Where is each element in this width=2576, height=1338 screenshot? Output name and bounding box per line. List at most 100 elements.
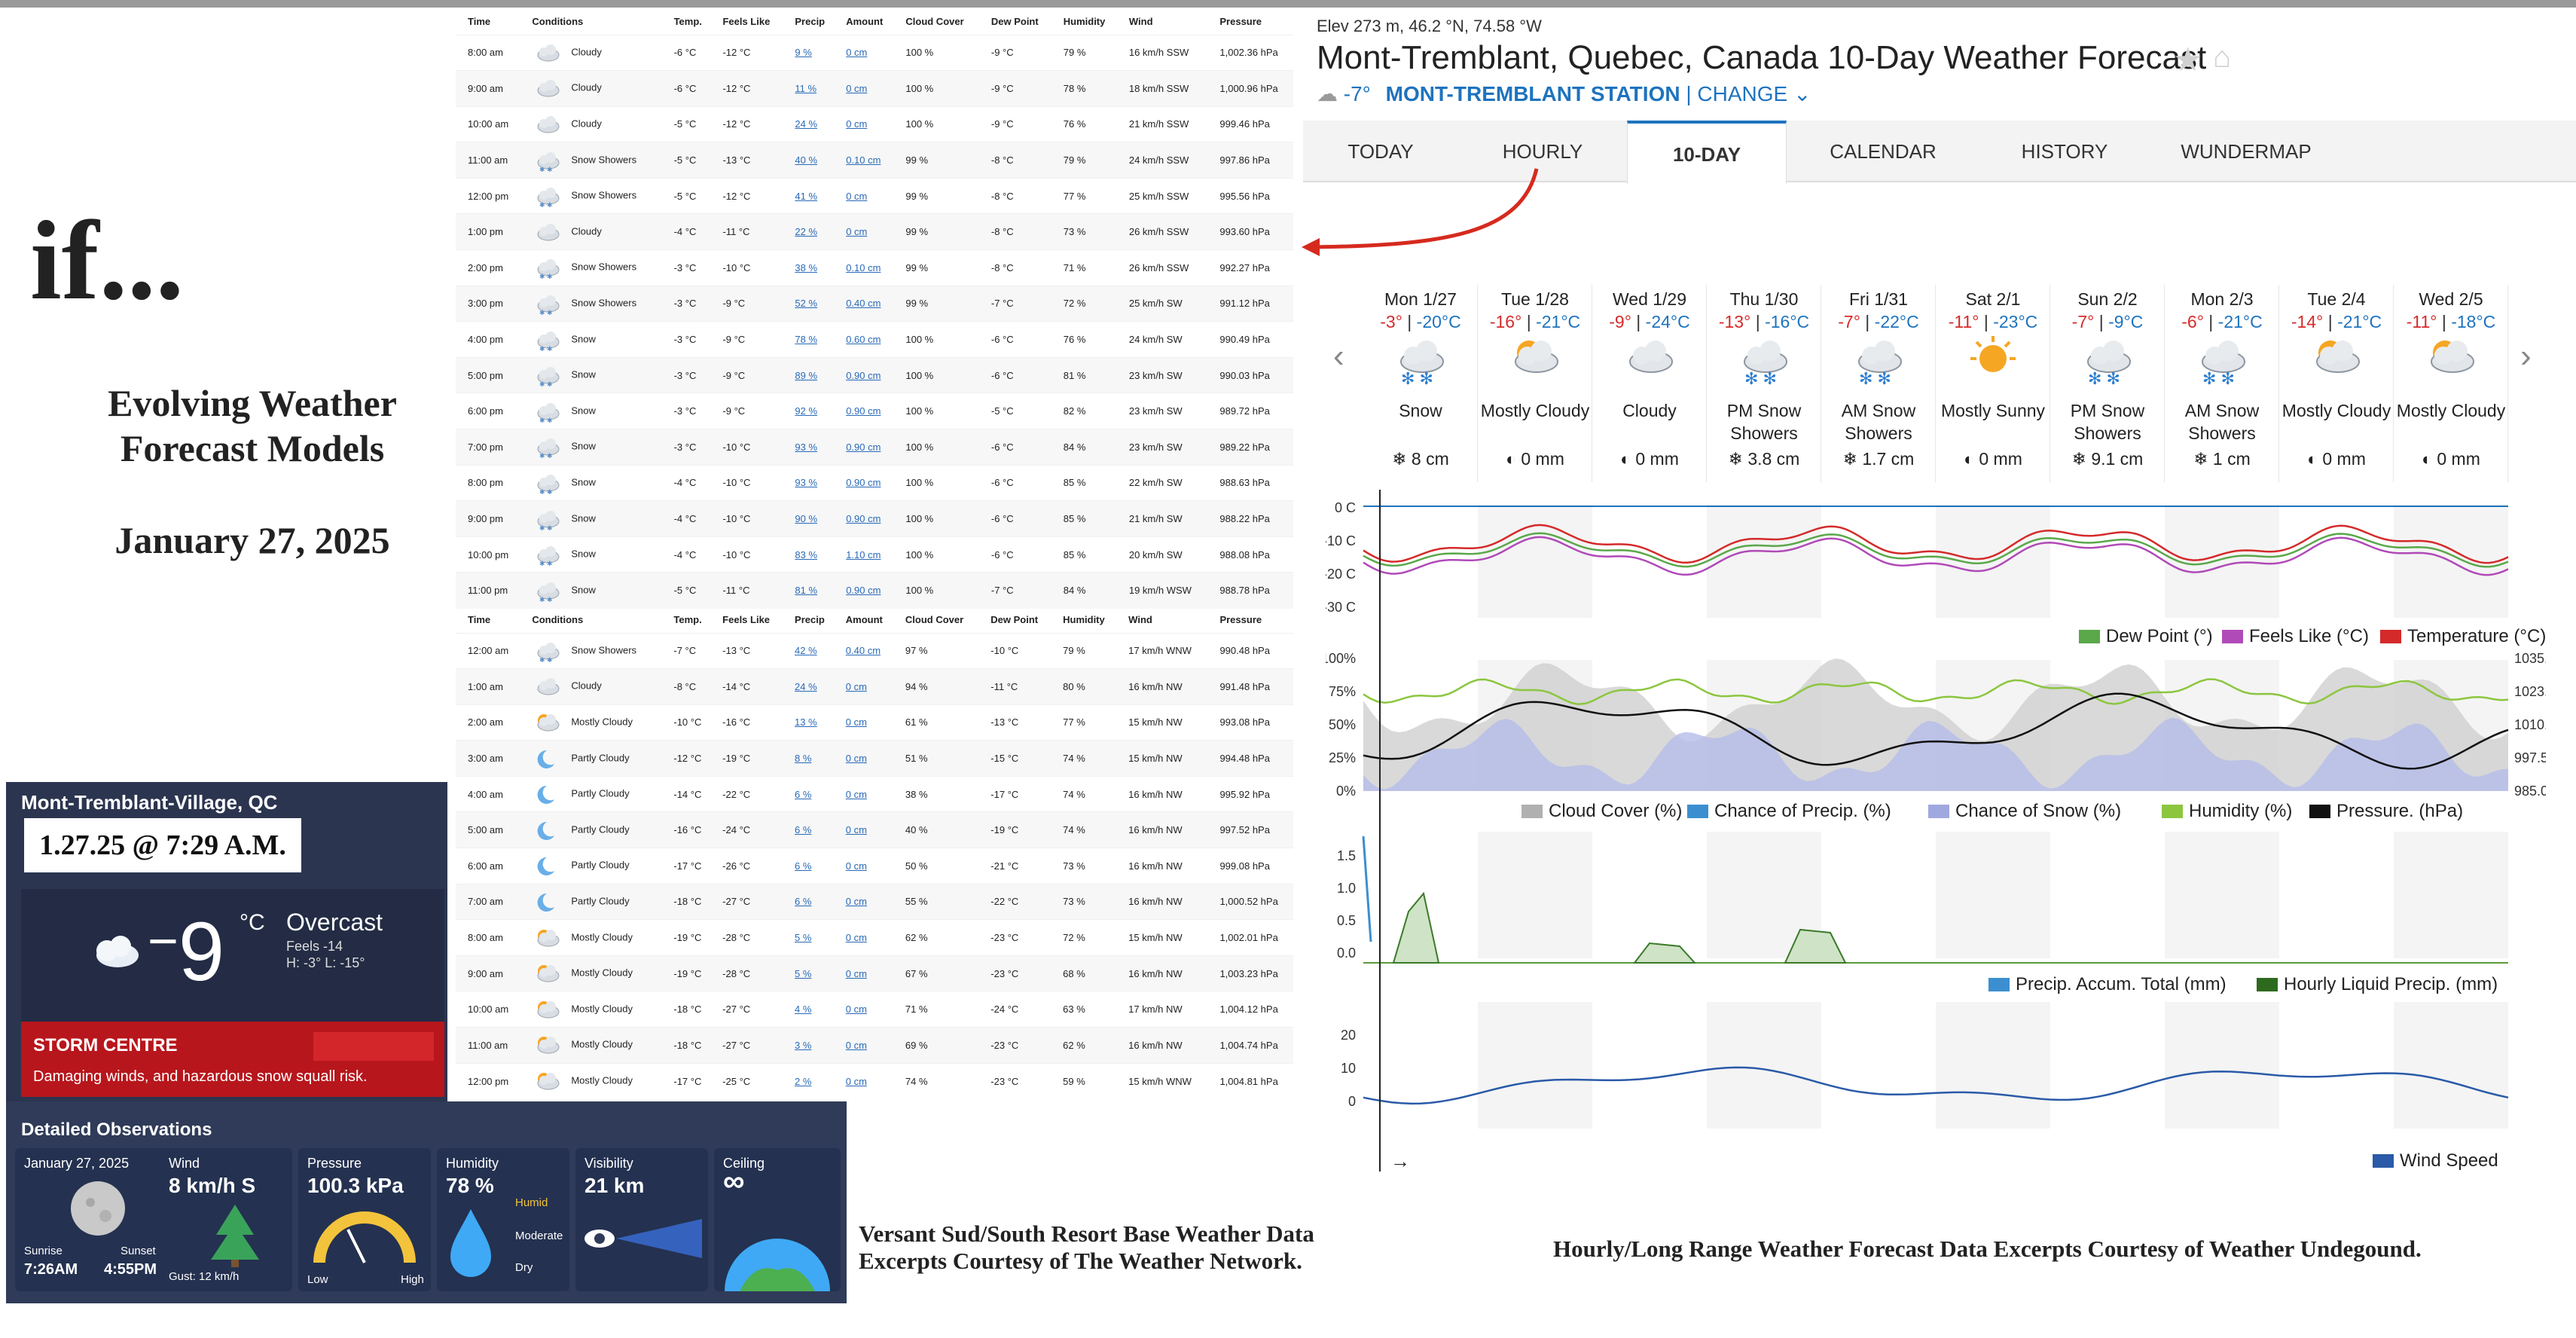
- table-cell: 40 %: [893, 811, 979, 848]
- table-cell[interactable]: 6 %: [783, 848, 834, 884]
- table-cell[interactable]: 0 cm: [833, 811, 893, 848]
- storm-centre-banner[interactable]: STORM CENTRE Damaging winds, and hazardo…: [21, 1022, 444, 1097]
- table-cell[interactable]: 89 %: [783, 356, 835, 393]
- table-cell[interactable]: 0.90 cm: [834, 429, 894, 466]
- table-cell[interactable]: 6 %: [783, 811, 834, 848]
- snow-icon: ✻ ✻: [1744, 341, 1787, 386]
- table-cell[interactable]: 92 %: [783, 393, 835, 429]
- table-cell[interactable]: 0.90 cm: [834, 393, 894, 429]
- station-name[interactable]: MONT-TREMBLANT STATION: [1385, 82, 1680, 105]
- table-cell[interactable]: 1.10 cm: [834, 536, 894, 573]
- table-cell[interactable]: 6 %: [783, 775, 834, 812]
- table-cell[interactable]: 0 cm: [833, 668, 893, 705]
- top-border: [0, 0, 2576, 8]
- table-cell[interactable]: 4 %: [783, 991, 834, 1028]
- snow-icon: ✻ ✻: [1858, 341, 1902, 386]
- forecast-day[interactable]: Tue 1/28 -16° | -21°C Mostly Cloudy ◐ 0 mm: [1478, 285, 1592, 482]
- tab-hourly[interactable]: HOURLY: [1502, 140, 1583, 163]
- table-cell[interactable]: 0.40 cm: [833, 632, 893, 669]
- table-cell[interactable]: 0 cm: [833, 704, 893, 741]
- table-cell[interactable]: 41 %: [783, 177, 835, 214]
- table-cell[interactable]: 52 %: [783, 285, 835, 322]
- tab-wundermap[interactable]: WUNDERMAP: [2181, 140, 2312, 163]
- table-row: 4:00 pm ✱ ✱ Snow -3 °C -9 °C 78 % 0.60 cm 100 %…: [456, 321, 1293, 358]
- home-icon[interactable]: ⌂: [2213, 41, 2232, 74]
- forecast-day[interactable]: Thu 1/30 -13° | -16°C ✻ ✻ PM Snow Showers ❄ …: [1707, 285, 1821, 482]
- table-cell[interactable]: 0 cm: [833, 919, 893, 956]
- forecast-day[interactable]: Tue 2/4 -14° | -21°C Mostly Cloudy ◐ 0 mm: [2279, 285, 2394, 482]
- table-cell: -28 °C: [710, 919, 783, 956]
- table-cell[interactable]: 0.10 cm: [834, 142, 894, 179]
- table-cell[interactable]: 0 cm: [833, 775, 893, 812]
- forecast-day[interactable]: Mon 1/27 -3° | -20°C ✻ ✻ Snow ❄ 8 cm: [1363, 285, 1478, 482]
- table-cell[interactable]: 2 %: [783, 1062, 834, 1099]
- tab-today[interactable]: TODAY: [1348, 140, 1414, 163]
- table-cell[interactable]: 0 cm: [833, 1027, 893, 1064]
- table-cell[interactable]: 0 cm: [834, 177, 894, 214]
- slide-title: if...: [30, 198, 185, 323]
- twn-location: Mont-Tremblant-Village, QC: [21, 791, 278, 814]
- table-cell[interactable]: 42 %: [783, 632, 834, 669]
- table-cell[interactable]: 13 %: [783, 704, 834, 741]
- table-cell: ✱ ✱ Snow: [520, 429, 662, 466]
- table-cell[interactable]: 78 %: [783, 321, 835, 358]
- table-cell[interactable]: 0.90 cm: [834, 500, 894, 537]
- chevron-right-icon[interactable]: ›: [2520, 338, 2532, 374]
- table-cell[interactable]: 0 cm: [834, 34, 894, 71]
- table-cell: 9:00 am: [456, 955, 520, 991]
- table-cell[interactable]: 83 %: [783, 536, 835, 573]
- chevron-left-icon[interactable]: ‹: [1333, 338, 1344, 374]
- table-cell[interactable]: 40 %: [783, 142, 835, 179]
- table-cell[interactable]: 5 %: [783, 955, 834, 991]
- tab-history[interactable]: HISTORY: [2021, 140, 2108, 163]
- forecast-day[interactable]: Sat 2/1 -11° | -23°C Mostly Sunny ◐ 0 mm: [1936, 285, 2050, 482]
- column-header: Humidity: [1063, 16, 1106, 28]
- table-cell[interactable]: 93 %: [783, 464, 835, 501]
- forecast-days: Mon 1/27 -3° | -20°C ✻ ✻ Snow ❄ 8 cm Tue 1/28…: [1363, 285, 2508, 482]
- tab-calendar[interactable]: CALENDAR: [1830, 140, 1937, 163]
- table-cell[interactable]: 22 %: [783, 213, 835, 250]
- table-cell[interactable]: 38 %: [783, 249, 835, 286]
- forecast-day[interactable]: Fri 1/31 -7° | -22°C ✻ ✻ AM Snow Showers ❄ 1…: [1821, 285, 1936, 482]
- table-cell[interactable]: 6 %: [783, 883, 834, 920]
- table-cell[interactable]: 0.10 cm: [834, 249, 894, 286]
- table-cell[interactable]: 3 %: [783, 1027, 834, 1064]
- table-cell[interactable]: 0 cm: [833, 740, 893, 777]
- table-cell[interactable]: 0.90 cm: [834, 572, 894, 609]
- table-cell[interactable]: 24 %: [783, 105, 835, 142]
- forecast-day[interactable]: Sun 2/2 -7° | -9°C ✻ ✻ PM Snow Showers ❄ 9.1…: [2050, 285, 2165, 482]
- table-cell[interactable]: 0.90 cm: [834, 356, 894, 393]
- table-cell[interactable]: 0 cm: [833, 1062, 893, 1099]
- table-cell[interactable]: 9 %: [783, 34, 835, 71]
- forecast-day[interactable]: Mon 2/3 -6° | -21°C ✻ ✻ AM Snow Showers ❄ 1 …: [2165, 285, 2279, 482]
- table-cell[interactable]: 8 %: [783, 740, 834, 777]
- change-link[interactable]: | CHANGE ⌄: [1686, 82, 1811, 105]
- table-cell[interactable]: 0 cm: [833, 991, 893, 1028]
- table-cell[interactable]: 11 %: [783, 70, 835, 107]
- table-cell[interactable]: 0.60 cm: [834, 321, 894, 358]
- svg-text:✱ ✱: ✱ ✱: [539, 309, 553, 315]
- table-cell[interactable]: 0 cm: [834, 105, 894, 142]
- forecast-day[interactable]: Wed 2/5 -11° | -18°C Mostly Cloudy ◐ 0 mm: [2394, 285, 2508, 482]
- table-cell[interactable]: 81 %: [783, 572, 835, 609]
- table-cell[interactable]: 5 %: [783, 919, 834, 956]
- column-header: Feels Like: [722, 614, 771, 626]
- table-cell: 991.48 hPa: [1207, 668, 1293, 705]
- star-icon[interactable]: ★: [2173, 41, 2203, 78]
- table-cell[interactable]: 0 cm: [834, 213, 894, 250]
- table-cell[interactable]: 0 cm: [833, 955, 893, 991]
- table-cell[interactable]: 0.90 cm: [834, 464, 894, 501]
- legend-swatch: [1687, 805, 1708, 818]
- table-cell[interactable]: 24 %: [783, 668, 834, 705]
- table-cell: 12:00 am: [456, 632, 520, 669]
- table-cell: 74 %: [893, 1062, 979, 1099]
- forecast-day[interactable]: Wed 1/29 -9° | -24°C Cloudy ◐ 0 mm: [1592, 285, 1707, 482]
- table-cell[interactable]: 93 %: [783, 429, 835, 466]
- table-cell[interactable]: 90 %: [783, 500, 835, 537]
- tab-10-day[interactable]: 10-DAY: [1627, 121, 1787, 184]
- table-cell[interactable]: 0 cm: [834, 70, 894, 107]
- table-cell[interactable]: 0 cm: [833, 848, 893, 884]
- table-cell: 97 %: [893, 632, 979, 669]
- table-cell[interactable]: 0.40 cm: [834, 285, 894, 322]
- table-cell[interactable]: 0 cm: [833, 883, 893, 920]
